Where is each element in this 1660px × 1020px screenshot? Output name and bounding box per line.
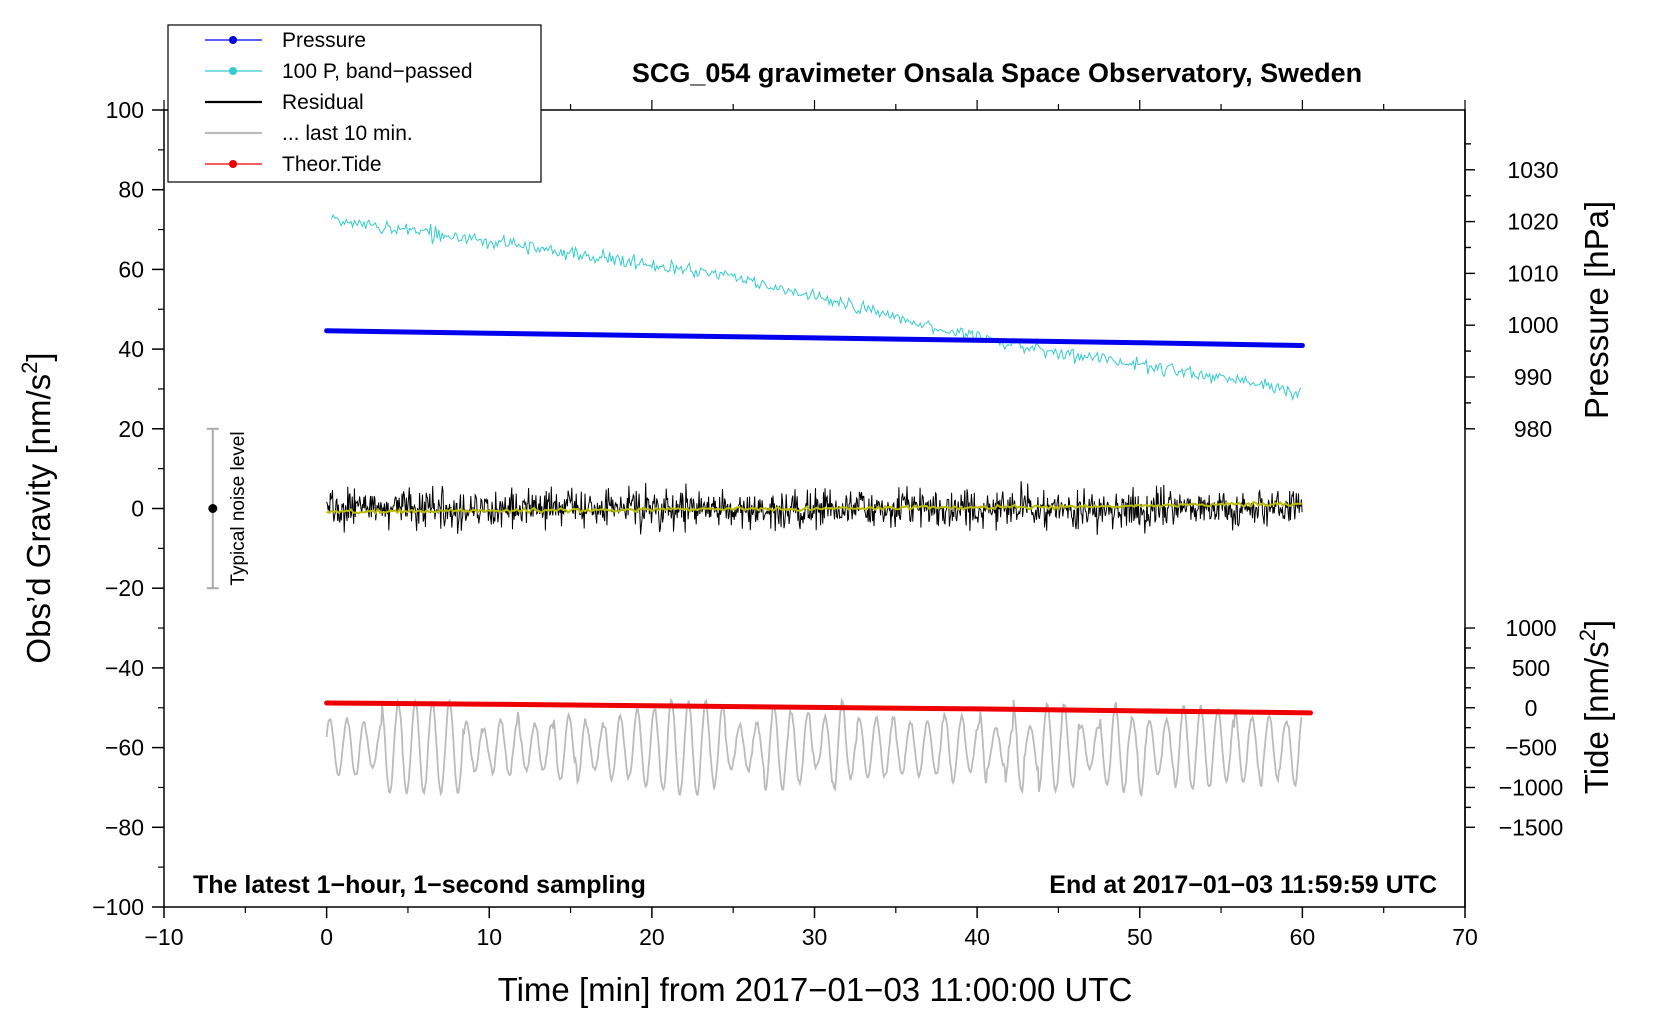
- noise-level-marker: Typical noise level: [206, 427, 249, 590]
- noise-dot: [208, 504, 218, 513]
- series-pressure: [324, 328, 1305, 348]
- legend-marker: [229, 67, 237, 75]
- pressure-tick-label: 1000: [1507, 312, 1558, 338]
- x-tick-label: 10: [476, 924, 502, 950]
- series-layer: [324, 213, 1313, 798]
- pressure-axis-label: Pressure [hPa]: [1578, 201, 1615, 419]
- x-tick-label: −10: [144, 924, 183, 950]
- x-tick-label: 20: [639, 924, 665, 950]
- tide-tick-label: −500: [1505, 735, 1557, 761]
- legend-box: [167, 24, 542, 183]
- x-tick-label: 0: [320, 924, 333, 950]
- legend-marker: [229, 36, 237, 44]
- chart-title: SCG_054 gravimeter Onsala Space Observat…: [632, 58, 1362, 88]
- ticks-layer: −10 0 10 20 30 40 50 60 70−100−80−60−40−20020406…: [92, 97, 1563, 950]
- pressure-tick-label: 980: [1514, 416, 1552, 442]
- y-tick-label: 40: [118, 336, 144, 362]
- x-tick-label: 60: [1290, 924, 1316, 950]
- tide-tick-label: −1500: [1499, 814, 1564, 840]
- y-tick-label: −60: [105, 735, 144, 761]
- legend-label: ... last 10 min.: [282, 122, 413, 145]
- x-tick-label: 40: [964, 924, 990, 950]
- pressure-tick-label: 990: [1514, 364, 1552, 390]
- legend-marker: [229, 160, 237, 168]
- series-pressure-bandpassed: [331, 213, 1302, 402]
- series-last-10-min: [325, 697, 1303, 798]
- legend: Pressure 100 P, band−passed Residual ... la…: [167, 24, 542, 183]
- annotation-right: End at 2017−01−03 11:59:59 UTC: [1049, 871, 1437, 899]
- legend-label: Residual: [282, 91, 364, 114]
- tide-tick-label: 500: [1512, 655, 1550, 681]
- tide-tick-label: 0: [1525, 695, 1538, 721]
- y-tick-label: −100: [92, 894, 144, 920]
- pressure-tick-label: 1010: [1507, 260, 1558, 286]
- y-tick-label: −40: [105, 655, 144, 681]
- y-tick-label: 20: [118, 416, 144, 442]
- tide-axis-label: Tide [nm/s2]: [1575, 620, 1615, 794]
- tide-tick-label: 1000: [1505, 615, 1556, 641]
- series-theoretical-tide: [324, 700, 1313, 716]
- legend-label: Pressure: [282, 29, 366, 52]
- pressure-tick-label: 1030: [1507, 157, 1558, 183]
- x-tick-label: 70: [1452, 924, 1478, 950]
- y-tick-label: 80: [118, 177, 144, 203]
- y-tick-label: −80: [105, 814, 144, 840]
- annotation-left: The latest 1−hour, 1−second sampling: [193, 871, 646, 899]
- y-tick-label: 60: [118, 256, 144, 282]
- y-axis-label: Obs’d Gravity [nm/s2]: [17, 352, 57, 663]
- legend-label: Theor.Tide: [282, 153, 382, 176]
- series-residual: [326, 481, 1303, 535]
- pressure-tick-label: 1020: [1507, 209, 1558, 235]
- y-tick-label: 100: [106, 97, 144, 123]
- x-axis-label: Time [min] from 2017−01−03 11:00:00 UTC: [498, 971, 1133, 1008]
- y-tick-label: 0: [131, 496, 144, 522]
- x-tick-label: 50: [1127, 924, 1153, 950]
- x-tick-label: 30: [802, 924, 828, 950]
- y-tick-label: −20: [105, 575, 144, 601]
- noise-label: Typical noise level: [228, 431, 249, 585]
- legend-label: 100 P, band−passed: [282, 60, 473, 83]
- tide-tick-label: −1000: [1499, 774, 1564, 800]
- series-smoothed-residual: [326, 500, 1303, 516]
